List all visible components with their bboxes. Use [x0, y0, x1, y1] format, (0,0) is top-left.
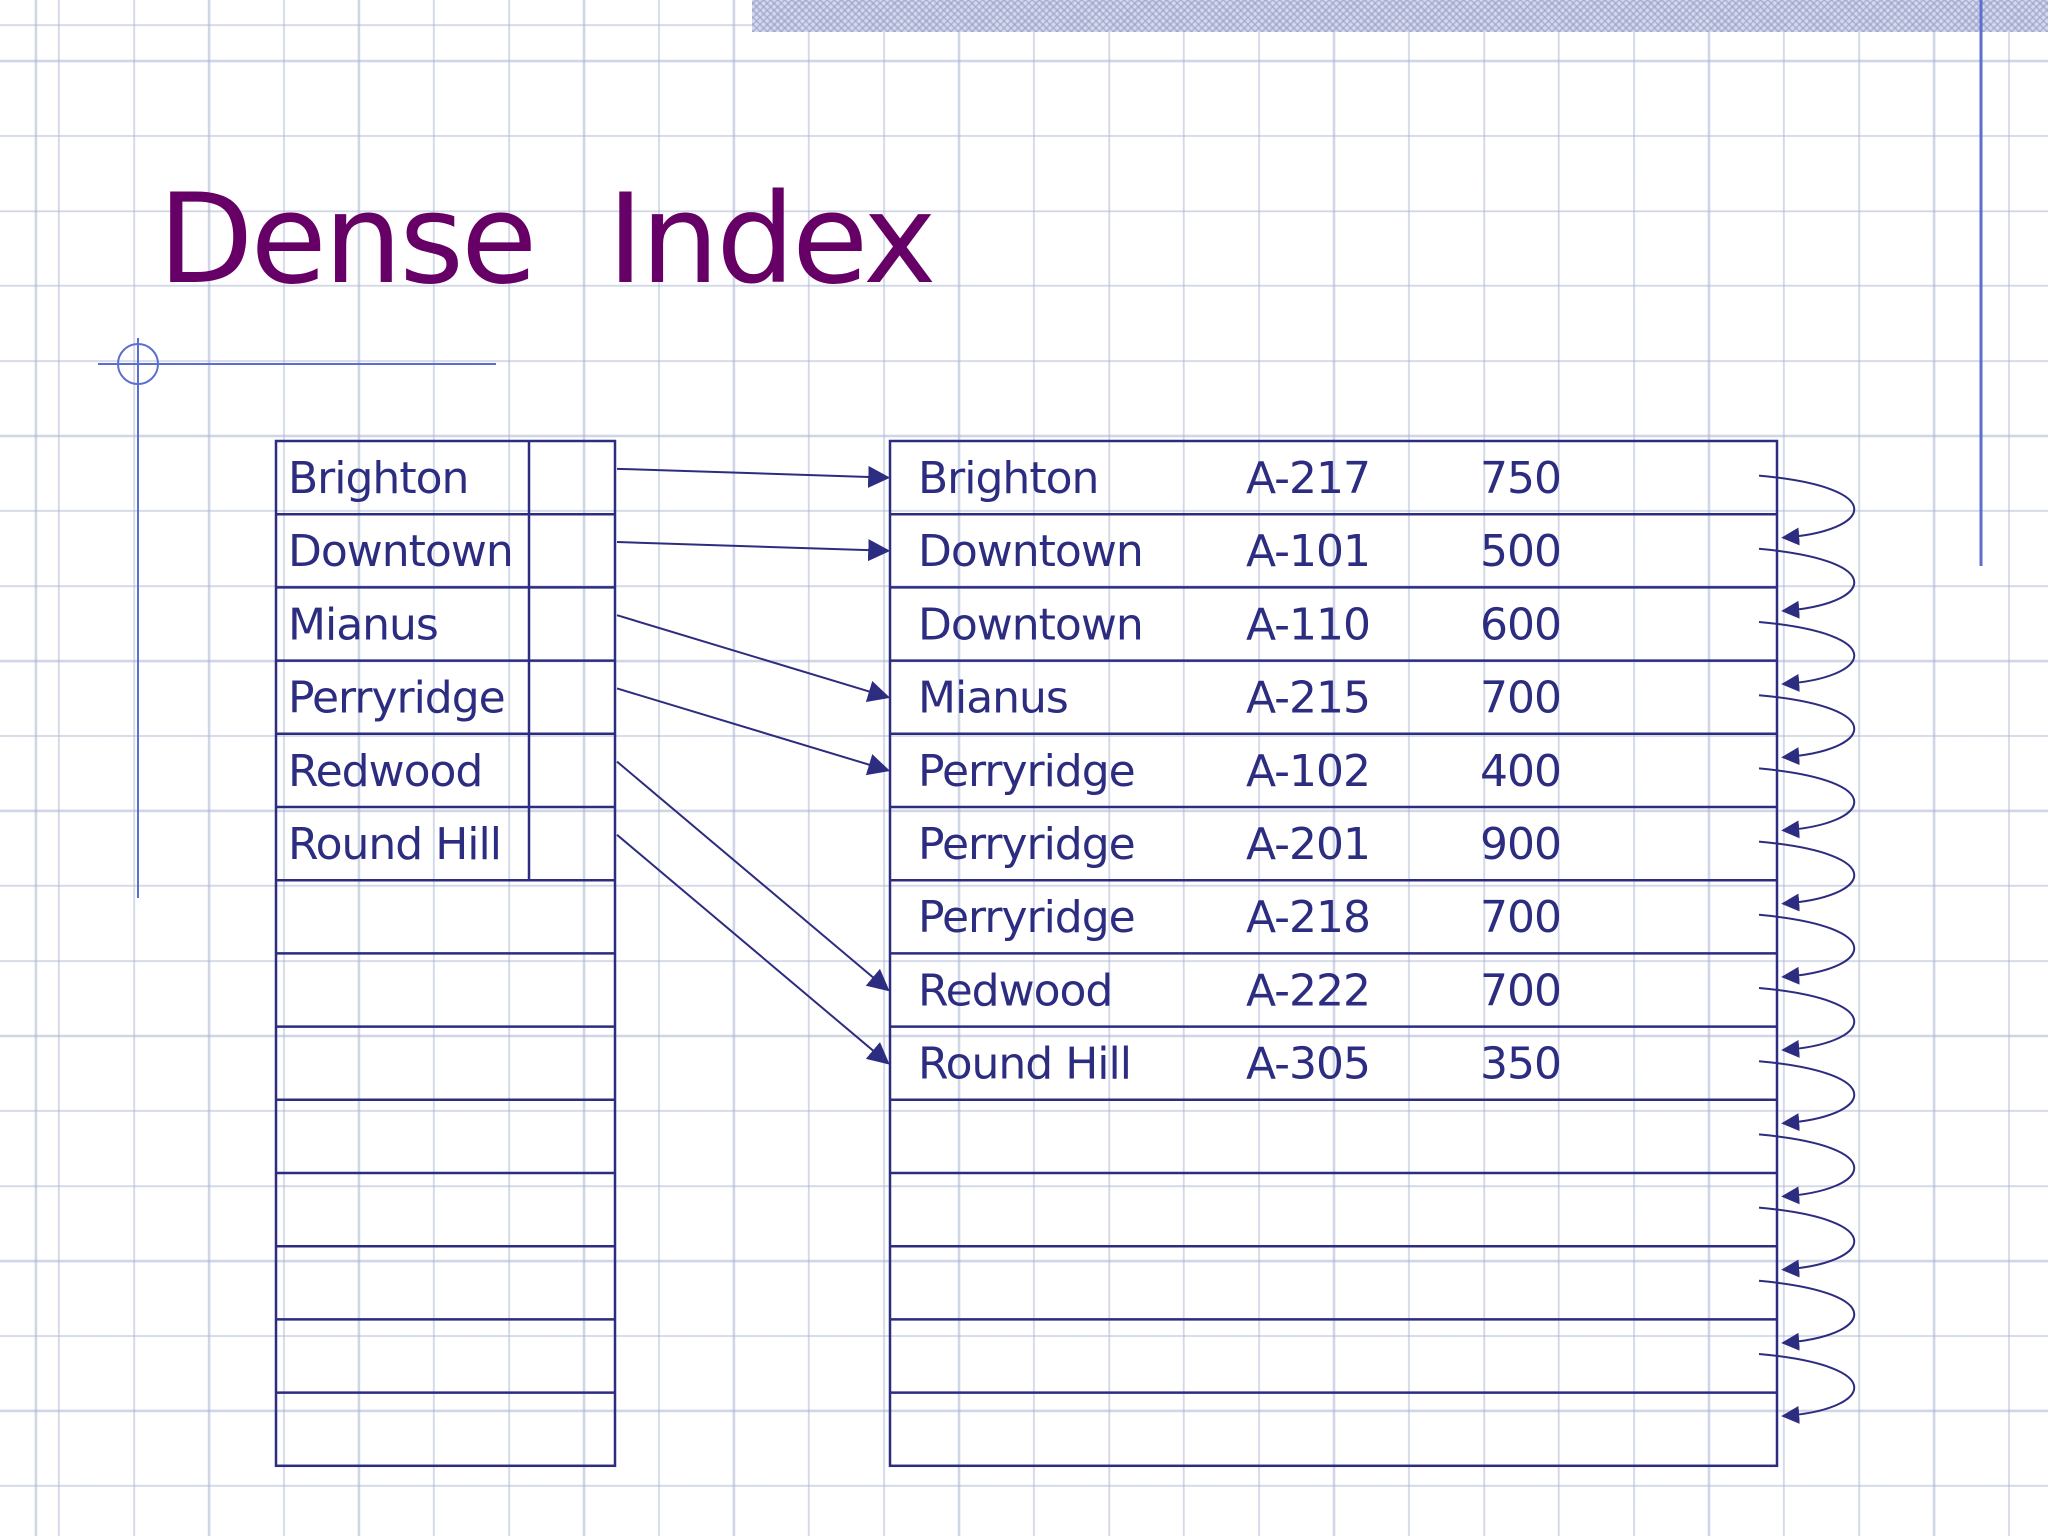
record-balance: 500	[1480, 526, 1561, 577]
index-entry: Mianus	[288, 599, 439, 650]
chain-pointer-arrow	[1758, 1206, 1856, 1278]
index-key: Downtown	[288, 526, 513, 577]
record-balance: 400	[1480, 746, 1561, 797]
index-entry: Brighton	[288, 453, 469, 504]
chain-pointer-arrow	[1758, 694, 1856, 766]
index-pointer-arrow	[616, 687, 891, 776]
data-record-row: Mianus A-215 700	[918, 673, 1562, 724]
record-chain-pointers	[1758, 474, 1856, 1424]
record-account: A-215	[1246, 673, 1370, 724]
record-balance: 350	[1480, 1039, 1561, 1090]
record-account: A-101	[1246, 526, 1370, 577]
record-account: A-201	[1246, 819, 1370, 870]
index-pointers	[616, 465, 891, 1065]
index-file: Brighton Downtown Mianus Perryridge Redwood R…	[274, 439, 617, 1468]
chain-pointer-arrow	[1758, 547, 1856, 619]
chain-pointer-arrow	[1758, 474, 1856, 546]
index-entry: Downtown	[288, 526, 514, 577]
decorative-top-band	[752, 0, 2048, 32]
record-branch: Perryridge	[918, 892, 1135, 943]
index-pointer-arrow	[616, 760, 890, 992]
index-pointer-arrow	[616, 834, 890, 1065]
chain-pointer-arrow	[1758, 621, 1856, 692]
chain-pointer-arrow	[1758, 1060, 1856, 1132]
data-record-row: Downtown A-110 600	[918, 599, 1562, 650]
index-key: Perryridge	[288, 673, 505, 724]
record-branch: Brighton	[918, 453, 1098, 504]
data-record-row: Round Hill A-305 350	[918, 1039, 1562, 1090]
record-account: A-305	[1246, 1039, 1370, 1090]
data-record-row: Perryridge A-218 700	[918, 892, 1562, 943]
slide-title: Dense Index	[158, 168, 936, 312]
index-entry: Redwood	[288, 746, 483, 797]
chain-pointer-arrow	[1758, 767, 1856, 839]
index-entry: Round Hill	[288, 819, 502, 870]
record-balance: 700	[1480, 892, 1561, 943]
record-account: A-222	[1246, 965, 1370, 1016]
index-pointer-arrow	[616, 465, 891, 488]
record-branch: Perryridge	[918, 819, 1135, 870]
data-record-row: Brighton A-217 750	[918, 453, 1562, 504]
chain-pointer-arrow	[1758, 1279, 1856, 1351]
chain-pointer-arrow	[1758, 913, 1856, 985]
data-record-row: Redwood A-222 700	[918, 965, 1562, 1016]
record-branch: Downtown	[918, 526, 1143, 577]
index-key: Mianus	[288, 599, 438, 650]
record-branch: Perryridge	[918, 746, 1135, 797]
index-key: Round Hill	[288, 819, 501, 870]
data-record-row: Perryridge A-102 400	[918, 746, 1562, 797]
index-pointer-arrow	[616, 539, 891, 562]
index-pointer-arrow	[616, 614, 891, 702]
record-balance: 750	[1480, 453, 1561, 504]
chain-pointer-arrow	[1758, 1133, 1856, 1205]
record-balance: 600	[1480, 599, 1561, 650]
index-entry: Perryridge	[288, 673, 506, 724]
chain-pointer-arrow	[1758, 1353, 1856, 1424]
record-account: A-110	[1246, 599, 1370, 650]
chain-pointer-arrow	[1758, 987, 1856, 1058]
data-record-row: Downtown A-101 500	[918, 526, 1562, 577]
record-branch: Downtown	[918, 599, 1143, 650]
record-balance: 700	[1480, 673, 1561, 724]
guide-circle	[117, 343, 159, 385]
record-balance: 700	[1480, 965, 1561, 1016]
record-branch: Redwood	[918, 965, 1112, 1016]
record-branch: Mianus	[918, 673, 1068, 724]
record-account: A-218	[1246, 892, 1370, 943]
record-account: A-217	[1246, 453, 1370, 504]
index-key: Redwood	[288, 746, 482, 797]
record-branch: Round Hill	[918, 1039, 1131, 1090]
index-key: Brighton	[288, 453, 468, 504]
record-balance: 900	[1480, 819, 1561, 870]
chain-pointer-arrow	[1758, 840, 1856, 912]
record-account: A-102	[1246, 746, 1370, 797]
slide-guides	[98, 0, 1983, 898]
data-record-row: Perryridge A-201 900	[918, 819, 1562, 870]
